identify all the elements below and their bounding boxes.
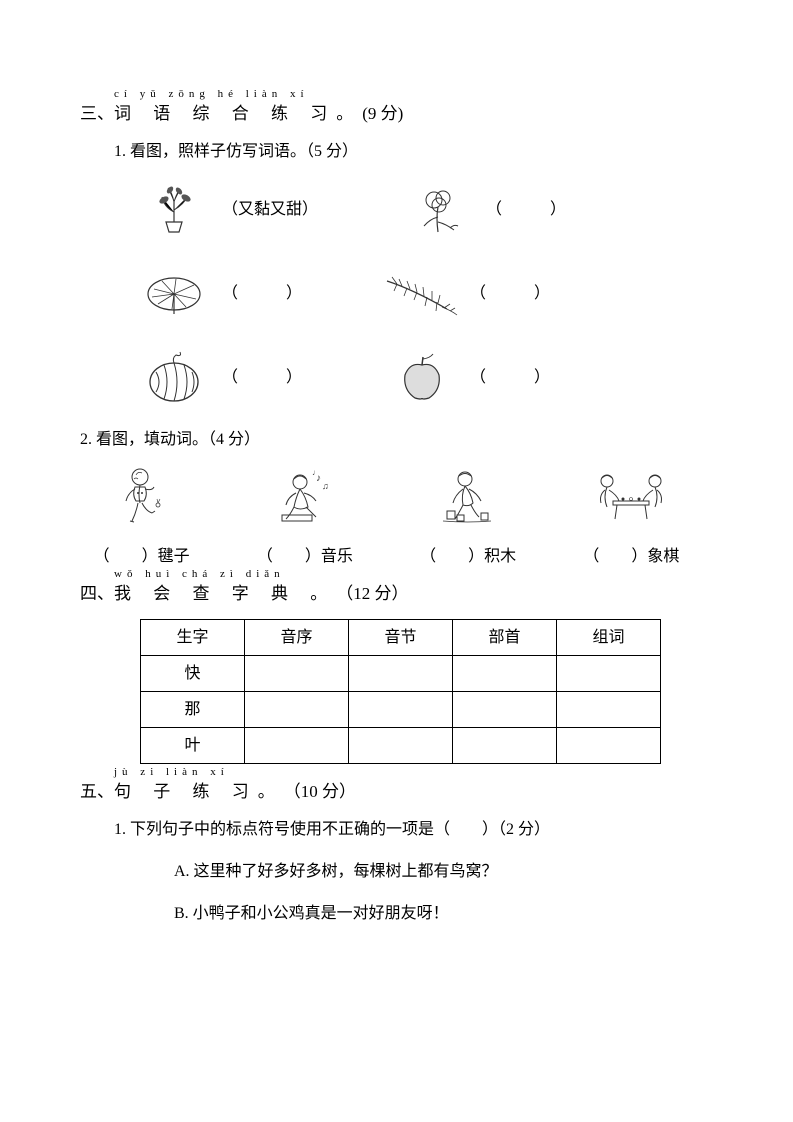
q1-block: 1. 看图，照样子仿写词语。（5 分） （又黏又甜）: [114, 139, 713, 413]
th: 音节: [349, 620, 453, 656]
cell: [245, 656, 349, 692]
cell: [557, 656, 661, 692]
blocks-kid-icon: [398, 462, 538, 532]
music-kid-icon: ♪ ♫ ♩: [235, 462, 375, 532]
cell: 叶: [141, 728, 245, 764]
q2-text: 2. 看图，填动词。（4 分）: [80, 427, 713, 453]
q2-block: 2. 看图，填动词。（4 分） （ ）毽子: [80, 427, 713, 570]
th: 音序: [245, 620, 349, 656]
section-number: 三、: [80, 104, 114, 123]
cell: [349, 728, 453, 764]
hanzi: 句 子 练 习。: [114, 782, 284, 801]
pinyin: cí yǔ zōng hé liàn xí: [114, 86, 309, 104]
q2-images: （ ）毽子 ♪ ♫ ♩ （ ）音乐: [60, 462, 713, 570]
section-3-ruby: cí yǔ zōng hé liàn xí词 语 综 合 练 习。: [114, 100, 362, 127]
points: (9 分): [362, 104, 403, 123]
points: （12 分）: [336, 584, 408, 603]
pinyin: jù zi liàn xí: [114, 764, 229, 782]
q1-example: （又黏又甜）: [222, 197, 318, 223]
watermelon-icon: [134, 343, 214, 413]
th: 部首: [453, 620, 557, 656]
q2-label-4: （ ）象棋: [561, 544, 701, 570]
option-a: A. 这里种了好多好多树，每棵树上都有鸟窝？: [174, 859, 713, 885]
s5-q1-text: 1. 下列句子中的标点符号使用不正确的一项是（ ）（2 分）: [114, 817, 713, 843]
table-row: 那: [141, 692, 661, 728]
cell: 快: [141, 656, 245, 692]
cell: [453, 692, 557, 728]
svg-text:♩: ♩: [312, 468, 320, 477]
cell: [557, 692, 661, 728]
q2-item-4: （ ）象棋: [561, 462, 701, 570]
hanzi: 我 会 查 字 典 。: [114, 584, 336, 603]
chess-kids-icon: [561, 462, 701, 532]
option-b: B. 小鸭子和小公鸡真是一对好朋友呀！: [174, 901, 713, 927]
q1-row-2: （ ） （ ）: [134, 259, 713, 329]
q2-item-2: ♪ ♫ ♩ （ ）音乐: [235, 462, 375, 570]
svg-text:♫: ♫: [322, 481, 329, 491]
cell: 那: [141, 692, 245, 728]
plant-icon: [134, 175, 214, 245]
dictionary-table: 生字 音序 音节 部首 组词 快 那 叶: [140, 619, 661, 764]
apple-icon: [382, 343, 462, 413]
q2-label-3: （ ）积木: [398, 544, 538, 570]
cell: [453, 656, 557, 692]
q1-blank-5: （ ）: [470, 365, 550, 391]
q1-row-1: （又黏又甜） （ ）: [134, 175, 713, 245]
cell: [245, 692, 349, 728]
cell: [245, 728, 349, 764]
s5-q1: 1. 下列句子中的标点符号使用不正确的一项是（ ）（2 分） A. 这里种了好多…: [114, 817, 713, 926]
section-5-title: 五、jù zi liàn xí句 子 练 习。（10 分）: [80, 778, 713, 805]
section-number: 五、: [80, 782, 114, 801]
lotus-leaf-icon: [134, 259, 214, 329]
q1-blank-4: （ ）: [222, 365, 302, 391]
pinyin: wǒ huì chá zì diǎn: [114, 566, 285, 584]
section-5-ruby: jù zi liàn xí句 子 练 习。: [114, 778, 284, 805]
cell: [453, 728, 557, 764]
cell: [349, 656, 453, 692]
branch-icon: [382, 259, 462, 329]
cotton-icon: [398, 175, 478, 245]
th: 组词: [557, 620, 661, 656]
q1-blank-3: （ ）: [470, 281, 550, 307]
cell: [349, 692, 453, 728]
shuttlecock-kid-icon: [72, 462, 212, 532]
q1-row-3: （ ） （ ）: [134, 343, 713, 413]
section-4-ruby: wǒ huì chá zì diǎn我 会 查 字 典 。: [114, 580, 336, 607]
section-4-title: 四、wǒ huì chá zì diǎn我 会 查 字 典 。（12 分）: [80, 580, 713, 607]
table-header-row: 生字 音序 音节 部首 组词: [141, 620, 661, 656]
q1-text: 1. 看图，照样子仿写词语。（5 分）: [114, 139, 713, 165]
points: （10 分）: [284, 782, 356, 801]
hanzi: 词 语 综 合 练 习。: [114, 104, 362, 123]
table-row: 快: [141, 656, 661, 692]
q1-blank-2: （ ）: [222, 281, 302, 307]
th: 生字: [141, 620, 245, 656]
table-row: 叶: [141, 728, 661, 764]
section-number: 四、: [80, 584, 114, 603]
q2-item-1: （ ）毽子: [72, 462, 212, 570]
q1-blank-1: （ ）: [486, 197, 566, 223]
section-3-title: 三、cí yǔ zōng hé liàn xí词 语 综 合 练 习。(9 分): [80, 100, 713, 127]
cell: [557, 728, 661, 764]
q2-item-3: （ ）积木: [398, 462, 538, 570]
